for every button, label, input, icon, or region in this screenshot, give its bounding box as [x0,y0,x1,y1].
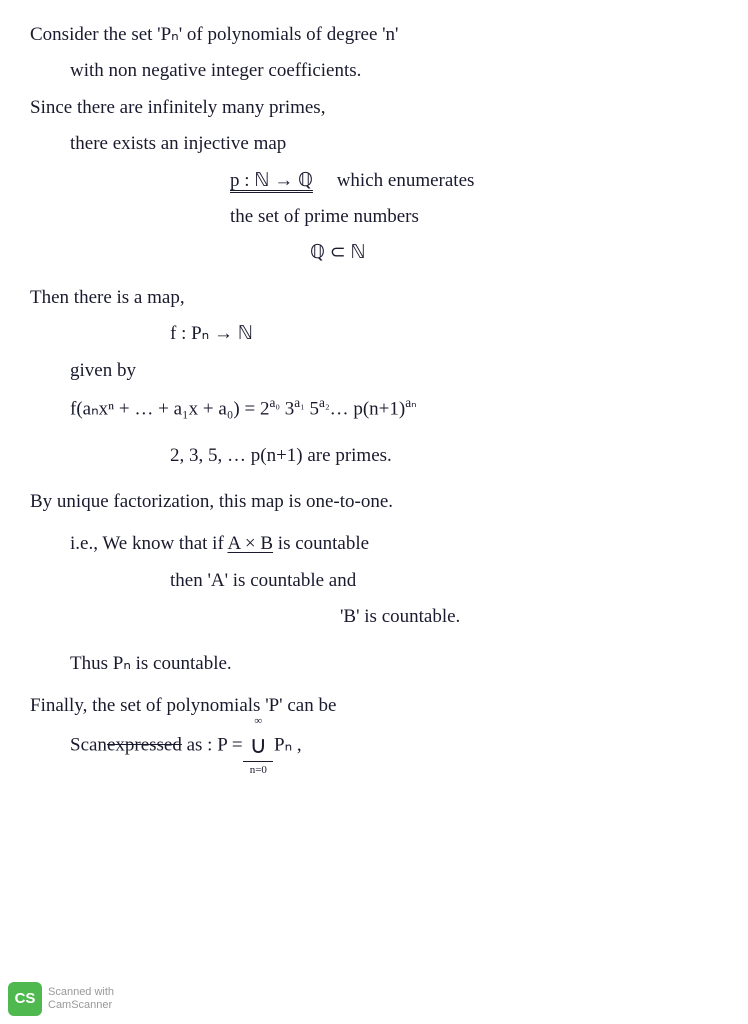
formula-lhs: f(aₙxⁿ + … + a₁x + a₀) = 2a₀ 3a₁ 5a₂… p(… [70,392,416,425]
map-def: p : ℕ → ℚ [230,170,313,191]
text-span [318,170,332,191]
proof-line-12: 2, 3, 5, … p(n+1) are primes. [170,441,718,471]
proof-line-4: there exists an injective map [70,129,718,159]
axb: A × B [227,533,273,554]
text-span: Scan [70,735,107,756]
proof-line-14: i.e., We know that if A × B is countable [70,529,718,559]
proof-line-13: By unique factorization, this map is one… [30,487,718,517]
exponent: a₁ [294,395,305,410]
proof-line-1: Consider the set 'Pₙ' of polynomials of … [30,20,718,50]
union-op: ∪ [250,733,268,759]
cs-text: Scanned with CamScanner [48,986,114,1012]
proof-line-7: ℚ ⊂ ℕ [310,238,718,268]
proof-line-9: f : Pₙ → ℕ [170,319,718,349]
proof-line-5: p : ℕ → ℚ which enumerates [230,166,718,196]
strike-text: expressed [107,735,182,756]
proof-line-8: Then there is a map, [30,283,718,313]
union-bottom: n=0 [243,761,273,780]
exponent: aₙ [405,395,416,410]
proof-line-15: then 'A' is countable and [170,566,718,596]
exponent: a₂ [319,395,330,410]
exponent: a₀ [269,395,280,410]
text-span: which enumerates [337,170,475,191]
cs-icon: CS [8,982,42,1016]
proof-line-10: given by [70,356,718,386]
camscanner-badge: CS Scanned with CamScanner [8,982,114,1016]
text-span: f(aₙxⁿ + … + a₁x + a₀) = 2 [70,398,269,419]
text-span: Pₙ , [269,735,301,756]
proof-line-3: Since there are infinitely many primes, [30,93,718,123]
proof-line-6: the set of prime numbers [230,202,718,232]
proof-line-17: Thus Pₙ is countable. [70,649,718,679]
proof-line-11: f(aₙxⁿ + … + a₁x + a₀) = 2a₀ 3a₁ 5a₂… p(… [70,392,718,425]
union-symbol: ∞ ∪ n=0 [247,727,269,765]
proof-line-18: Finally, the set of polynomials 'P' can … [30,691,718,721]
text-span: i.e., We know that if [70,533,227,554]
union-top: ∞ [247,713,269,731]
text-span: as : P = [182,735,247,756]
proof-line-16: 'B' is countable. [340,602,718,632]
text-span: 5 [305,398,319,419]
proof-line-2: with non negative integer coefficients. [70,56,718,86]
text-span: is countable [278,533,369,554]
text-span: … p(n+1) [330,398,406,419]
cs-line1: Scanned with [48,986,114,999]
proof-line-19: Scanexpressed as : P = ∞ ∪ n=0 Pₙ , [70,727,718,765]
cs-line2: CamScanner [48,999,114,1012]
text-span: 3 [280,398,294,419]
